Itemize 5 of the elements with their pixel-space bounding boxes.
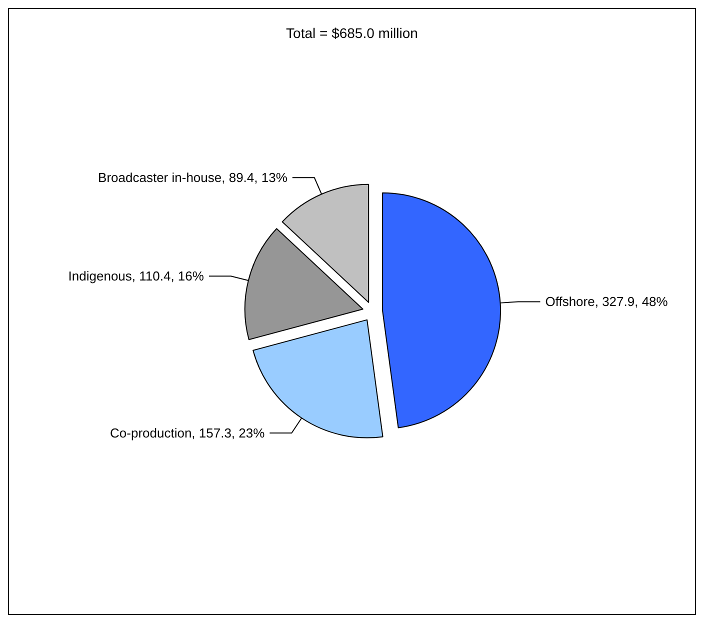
slice-label: Offshore, 327.9, 48% <box>545 294 668 310</box>
slice-label: Co-production, 157.3, 23% <box>110 426 266 440</box>
chart-title: Total = $685.0 million <box>286 25 418 41</box>
slice-label: Broadcaster in-house, 89.4, 13% <box>98 170 288 186</box>
legend-label: Indigenous, 110.4, 16% <box>68 268 204 284</box>
